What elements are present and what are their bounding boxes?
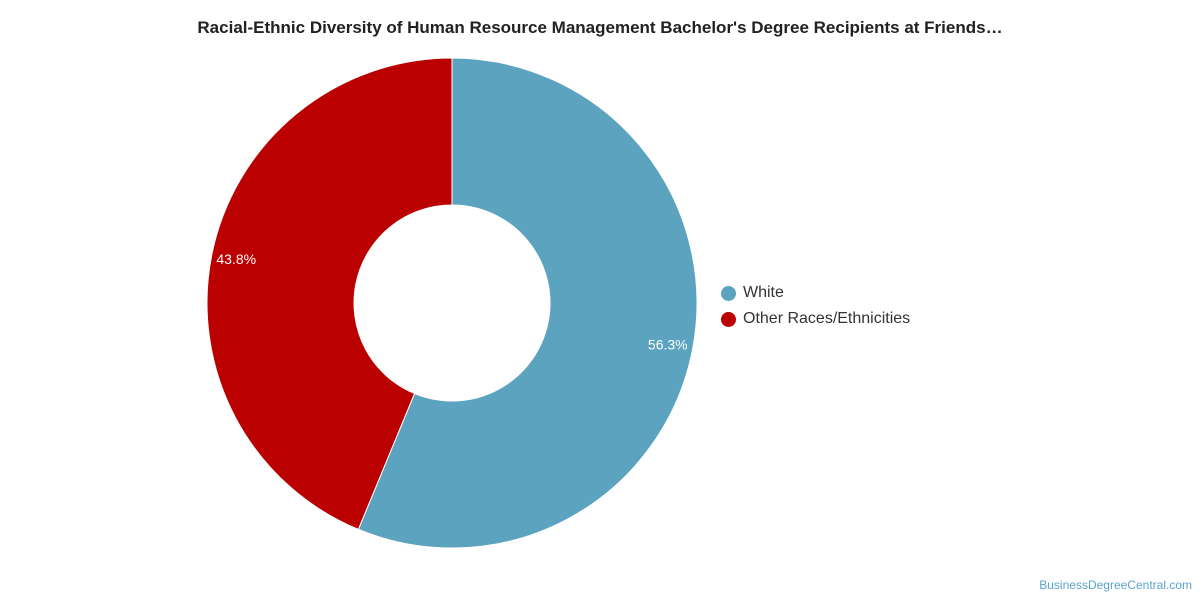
chart-title: Racial-Ethnic Diversity of Human Resourc… <box>197 18 1003 37</box>
legend-item: Other Races/Ethnicities <box>721 306 910 332</box>
slice-label: 43.8% <box>216 251 256 267</box>
legend-swatch <box>721 285 736 301</box>
legend-swatch <box>721 311 736 327</box>
slices-group <box>206 57 698 549</box>
legend: White Other Races/Ethnicities <box>721 280 910 332</box>
slice-labels-group: 56.3% 43.8% <box>216 251 687 353</box>
source-credit: BusinessDegreeCentral.com <box>1039 578 1192 592</box>
slice-white <box>357 57 698 549</box>
slice-label: 56.3% <box>648 337 688 353</box>
legend-label: White <box>743 284 784 301</box>
legend-item: White <box>721 280 910 306</box>
slice-other-races-ethnicities <box>206 57 453 531</box>
legend-label: Other Races/Ethnicities <box>743 310 911 327</box>
